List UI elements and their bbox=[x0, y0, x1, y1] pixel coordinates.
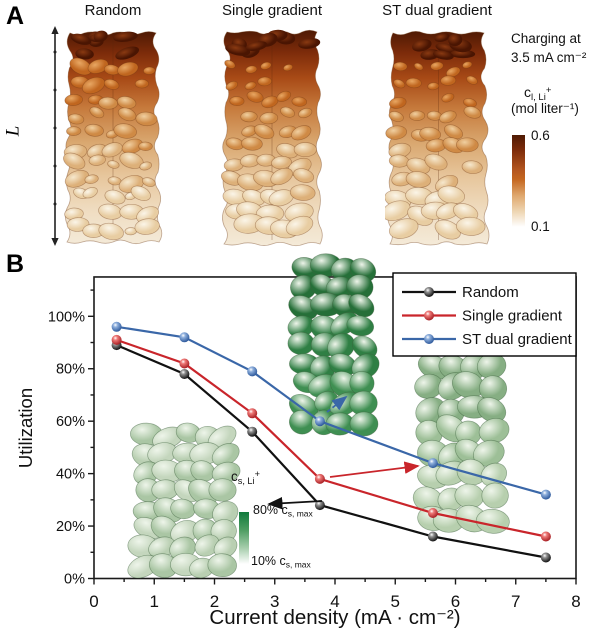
electrolyte-colorbar-unit: (mol liter⁻¹) bbox=[511, 101, 579, 116]
svg-text:5: 5 bbox=[391, 592, 400, 611]
x-axis-label: Current density (mA · cm⁻²) bbox=[209, 606, 460, 629]
data-point bbox=[247, 426, 258, 437]
svg-text:6: 6 bbox=[451, 592, 460, 611]
column-header-single-gradient: Single gradient bbox=[221, 2, 323, 19]
svg-text:40%: 40% bbox=[56, 467, 85, 483]
data-point bbox=[540, 531, 551, 542]
svg-text:4: 4 bbox=[330, 592, 339, 611]
data-point bbox=[540, 552, 551, 563]
electrolyte-colorbar-max: 0.6 bbox=[531, 128, 550, 143]
svg-text:0%: 0% bbox=[64, 572, 85, 588]
data-point bbox=[427, 458, 438, 469]
data-point bbox=[314, 500, 325, 511]
inset-random-particles bbox=[127, 422, 241, 579]
particle-colorbar bbox=[239, 512, 249, 564]
inset-st-dual-particles bbox=[287, 253, 380, 437]
arrow-to-single-gradient-inset bbox=[329, 461, 420, 478]
svg-text:3: 3 bbox=[270, 592, 279, 611]
data-point bbox=[179, 358, 190, 369]
y-axis-label: Utilization bbox=[15, 388, 36, 468]
plot-frame bbox=[93, 276, 577, 580]
electrode-render-single-gradient bbox=[219, 27, 325, 248]
legend-label: Single gradient bbox=[462, 308, 563, 325]
data-point bbox=[247, 408, 258, 419]
svg-text:80%: 80% bbox=[56, 362, 85, 378]
data-point bbox=[540, 489, 551, 500]
legend-label: Random bbox=[462, 284, 519, 301]
electrolyte-colorbar-title: cl, Li+ bbox=[524, 84, 552, 104]
data-point bbox=[247, 366, 258, 377]
svg-text:7: 7 bbox=[511, 592, 520, 611]
data-point bbox=[314, 416, 325, 427]
data-point bbox=[111, 340, 122, 351]
axis-ticks bbox=[88, 289, 577, 585]
svg-text:100%: 100% bbox=[48, 309, 85, 325]
axis-tick-labels: 0 1 2 3 4 5 6 7 80%20%40%60%80%100% bbox=[48, 309, 581, 611]
data-point bbox=[427, 508, 438, 518]
series-single-gradient bbox=[111, 334, 551, 542]
svg-text:1: 1 bbox=[150, 592, 159, 611]
electrode-render-st-dual-gradient bbox=[385, 28, 492, 248]
legend-box bbox=[392, 272, 577, 357]
data-point bbox=[111, 334, 122, 345]
charging-condition: Charging at 3.5 mA cm⁻² bbox=[511, 30, 599, 68]
svg-text:2: 2 bbox=[210, 592, 219, 611]
column-header-random: Random bbox=[84, 2, 142, 19]
legend-label: ST dual gradient bbox=[462, 331, 573, 348]
charging-line-2: 3.5 mA cm⁻² bbox=[511, 49, 587, 65]
length-axis-arrow bbox=[51, 26, 59, 246]
data-point bbox=[427, 531, 438, 542]
electrode-render-random bbox=[62, 28, 164, 246]
panel-b-label: B bbox=[6, 250, 25, 278]
inset-single-gradient-particles bbox=[412, 352, 510, 534]
column-header-st-dual-gradient: ST dual gradient bbox=[382, 2, 492, 19]
electrolyte-colorbar bbox=[512, 135, 525, 227]
series-random bbox=[111, 340, 551, 563]
particle-colorbar-bottom-label: 10% cs, max bbox=[251, 554, 311, 570]
particle-colorbar-top-label: 80% cs, max bbox=[253, 503, 313, 519]
svg-text:60%: 60% bbox=[56, 414, 85, 430]
data-point bbox=[111, 321, 122, 332]
svg-text:20%: 20% bbox=[56, 519, 85, 535]
series-st-dual-gradient bbox=[111, 321, 551, 500]
data-point bbox=[179, 332, 190, 343]
electrolyte-colorbar-min: 0.1 bbox=[531, 219, 550, 234]
charging-line-1: Charging at bbox=[511, 31, 581, 46]
legend: Random Single gradient ST dual gradient bbox=[392, 272, 577, 357]
data-point bbox=[179, 369, 190, 379]
panel-a-label: A bbox=[6, 2, 25, 30]
svg-text:0: 0 bbox=[89, 592, 98, 611]
arrow-to-st-dual-inset bbox=[326, 395, 348, 413]
length-label: L bbox=[2, 125, 24, 137]
particle-colorbar-title: cs, Li+ bbox=[231, 469, 260, 486]
data-point bbox=[314, 473, 325, 484]
svg-text:8: 8 bbox=[571, 592, 580, 611]
